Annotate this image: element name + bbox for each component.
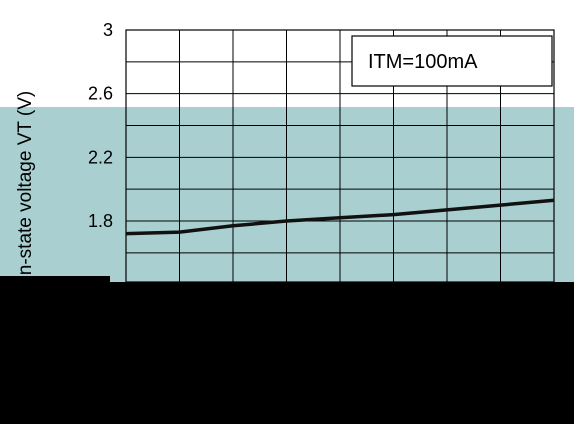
annotation-box-frame (351, 35, 553, 87)
annotation-text: ITM=100mA (368, 51, 478, 73)
grid-lines (126, 30, 554, 282)
black-block (0, 282, 574, 424)
y-tick-label: 3 (103, 20, 113, 40)
y-axis-title: On-state voltage VT (V) (15, 91, 36, 290)
y-tick-label: 2.2 (88, 147, 113, 167)
y-tick-label: 2.6 (88, 84, 113, 104)
annotation-box: ITM=100mA (351, 35, 553, 87)
series-group (125, 198, 555, 236)
y-tick-labels: 3 2.6 2.2 1.8 (88, 20, 113, 231)
y-tick-label: 1.8 (88, 211, 113, 231)
black-block-left-notch (0, 276, 110, 286)
series-line (125, 198, 555, 236)
